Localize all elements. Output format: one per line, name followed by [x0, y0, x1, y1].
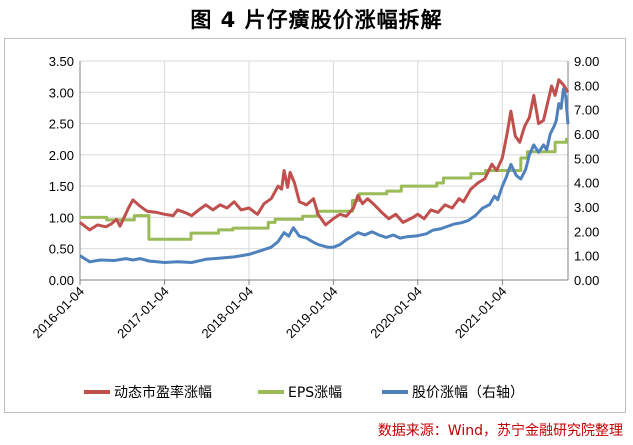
legend-label: 股价涨幅（右轴）	[412, 385, 524, 401]
right-tick-label: 4.00	[574, 176, 599, 191]
series-group	[79, 78, 570, 264]
right-tick-label: 8.00	[574, 78, 599, 93]
right-tick-label: 7.00	[574, 103, 599, 118]
right-tick-label: 0.00	[574, 273, 599, 288]
x-tick-label: 2018-01-04	[198, 284, 256, 342]
right-tick-label: 5.00	[574, 151, 599, 166]
x-tick-label: 2017-01-04	[114, 284, 172, 342]
chart-title: 图 4 片仔癀股价涨幅拆解	[190, 8, 443, 32]
x-tick-label: 2020-01-04	[367, 284, 425, 342]
x-tick-label: 2016-01-04	[29, 284, 87, 342]
right-tick-label: 2.00	[574, 224, 599, 239]
left-tick-label: 2.50	[49, 117, 74, 132]
left-tick-label: 1.50	[49, 179, 74, 194]
right-tick-label: 1.00	[574, 249, 599, 264]
series-line-pe	[79, 78, 570, 232]
right-tick-label: 9.00	[574, 54, 599, 69]
left-tick-label: 1.00	[49, 210, 74, 225]
chart-frame	[4, 38, 626, 413]
x-tick-label: 2021-01-04	[452, 284, 510, 342]
legend: 动态市盈率涨幅 EPS涨幅 股价涨幅（右轴）	[84, 384, 524, 401]
source-note: 数据来源：Wind，苏宁金融研究院整理	[377, 423, 623, 439]
left-tick-label: 0.50	[49, 242, 74, 257]
right-tick-label: 3.00	[574, 200, 599, 215]
left-tick-label: 0.00	[49, 273, 74, 288]
x-tick-label: 2019-01-04	[283, 284, 341, 342]
legend-label: 动态市盈率涨幅	[114, 384, 212, 401]
legend-label: EPS涨幅	[288, 385, 342, 401]
series-line-price	[79, 87, 570, 264]
left-tick-label: 3.50	[49, 54, 74, 69]
right-tick-label: 6.00	[574, 127, 599, 142]
left-tick-label: 3.00	[49, 85, 74, 100]
left-tick-label: 2.00	[49, 148, 74, 163]
